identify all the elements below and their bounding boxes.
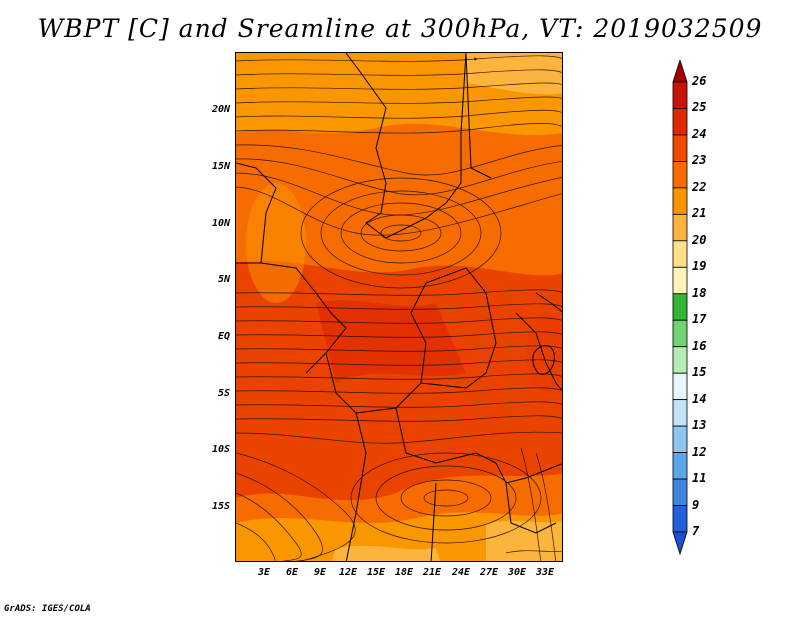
- colorbar-segment: [672, 266, 688, 295]
- lon-label-9e: 9E: [313, 567, 327, 578]
- lon-label-3e: 3E: [257, 567, 271, 578]
- lon-label-6e: 6E: [285, 567, 299, 578]
- colorbar-segment: [672, 478, 688, 506]
- lat-label-15n: 15N: [211, 161, 230, 172]
- colorbar-label: 26: [692, 74, 707, 88]
- colorbar-label: 7: [692, 524, 700, 538]
- colorbar-segment: [672, 505, 688, 533]
- colorbar-segment: [672, 452, 688, 480]
- lat-label-10n: 10N: [211, 218, 230, 229]
- colorbar-label: 14: [692, 391, 707, 406]
- lat-label-15s: 15S: [211, 501, 230, 512]
- map-panel: [235, 52, 563, 562]
- colorbar-label: 9: [692, 497, 700, 512]
- lon-label-30e: 30E: [507, 567, 527, 578]
- colorbar-label: 20: [692, 232, 707, 247]
- colorbar-segment: [672, 213, 688, 242]
- lon-label-21e: 21E: [422, 567, 442, 578]
- colorbar-segment: [672, 108, 688, 136]
- footer-credit: GrADS: IGES/COLA: [4, 604, 91, 614]
- colorbar-segment: [672, 425, 688, 453]
- colorbar-segment: [672, 399, 688, 427]
- lon-label-12e: 12E: [338, 567, 358, 578]
- colorbar-label: 13: [692, 418, 707, 433]
- lat-label-20n: 20N: [211, 104, 230, 115]
- lat-label-eq: EQ: [217, 331, 230, 342]
- colorbar-label: 17: [692, 312, 707, 327]
- colorbar-segment: [672, 346, 688, 374]
- colorbar-segment: [672, 134, 688, 162]
- lon-label-24e: 24E: [451, 567, 471, 578]
- colorbar-segment: [672, 240, 688, 268]
- lat-label-10s: 10S: [211, 444, 230, 455]
- colorbar-segment: [672, 293, 688, 321]
- colorbar-segment: [672, 319, 688, 348]
- colorbar-label: 21: [692, 206, 707, 221]
- colorbar-segment: [672, 81, 688, 109]
- lon-label-18e: 18E: [394, 567, 414, 578]
- colorbar-segment: [672, 187, 688, 215]
- lon-label-27e: 27E: [479, 567, 499, 578]
- lon-label-15e: 15E: [366, 567, 386, 578]
- lat-label-5n: 5N: [217, 274, 230, 285]
- colorbar: [672, 60, 688, 556]
- colorbar-label: 15: [692, 365, 707, 380]
- colorbar-label: 16: [692, 338, 707, 353]
- wbpt-field: [236, 53, 562, 561]
- colorbar-label: 12: [692, 444, 707, 459]
- chart-title: WBPT [C] and Sreamline at 300hPa, VT: 20…: [37, 14, 763, 43]
- colorbar-label: 11: [692, 471, 707, 486]
- colorbar-label: 22: [692, 179, 707, 194]
- colorbar-segment: [672, 372, 688, 401]
- colorbar-label: 18: [692, 285, 707, 300]
- lon-label-33e: 33E: [535, 567, 555, 578]
- colorbar-label: 25: [692, 100, 707, 115]
- colorbar-bottom-triangle: [672, 531, 688, 556]
- lat-label-5s: 5S: [217, 388, 230, 399]
- colorbar-label: 23: [692, 153, 707, 168]
- colorbar-label: 19: [692, 259, 707, 274]
- colorbar-segment: [672, 161, 688, 189]
- colorbar-label: 24: [692, 126, 707, 141]
- colorbar-top-triangle: [672, 60, 688, 83]
